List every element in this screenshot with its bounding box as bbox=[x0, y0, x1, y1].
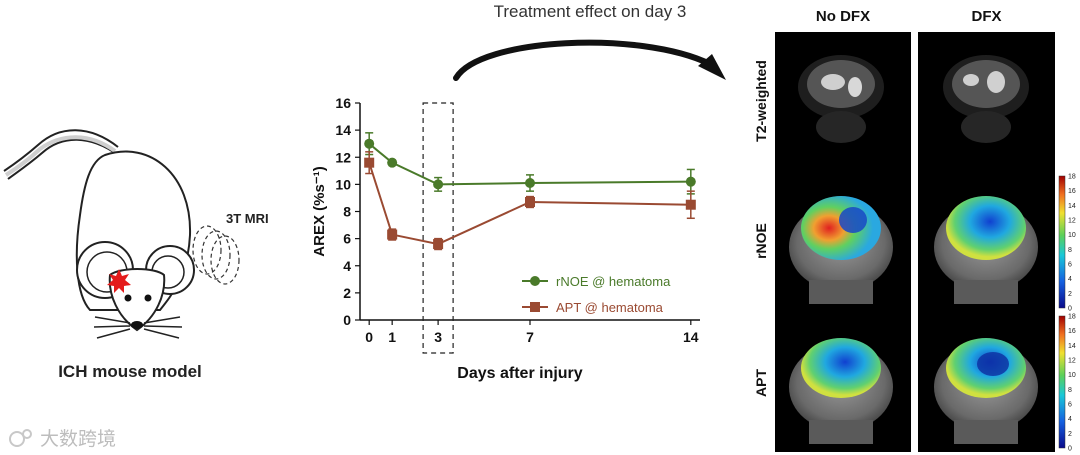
data-point bbox=[525, 178, 535, 189]
colorbar-tick-label: 4 bbox=[1068, 276, 1072, 283]
colorbar-tick-label: 14 bbox=[1068, 203, 1076, 210]
curved-arrow-icon bbox=[453, 39, 726, 81]
row-label-rnoe: rNOE bbox=[753, 223, 769, 259]
colorbar-tick-label: 18 bbox=[1068, 174, 1076, 181]
y-tick-label: 0 bbox=[343, 312, 351, 328]
x-tick-label: 3 bbox=[434, 329, 442, 345]
colorbar-tick-label: 4 bbox=[1068, 416, 1072, 423]
column-header-dfx: DFX bbox=[971, 8, 1002, 25]
legend-marker bbox=[530, 276, 540, 286]
legend-label: rNOE @ hematoma bbox=[556, 274, 671, 289]
mouse-illustration bbox=[3, 129, 240, 339]
colorbar-tick-label: 2 bbox=[1068, 431, 1072, 438]
colorbar-tick-label: 10 bbox=[1068, 232, 1076, 239]
row-label-apt: APT bbox=[753, 369, 769, 397]
data-point bbox=[685, 176, 696, 187]
t2-image-no-dfx bbox=[775, 32, 911, 172]
colorbar-tick-label: 10 bbox=[1068, 372, 1076, 379]
day3-highlight-box bbox=[422, 102, 454, 354]
mri-scanner-label: 3T MRI bbox=[226, 211, 269, 226]
colorbar-tick-label: 8 bbox=[1068, 387, 1072, 394]
colorbar-tick-label: 12 bbox=[1068, 218, 1076, 225]
data-point bbox=[387, 157, 398, 168]
legend-marker bbox=[530, 302, 540, 312]
watermark-text: 大数跨境 bbox=[40, 429, 117, 450]
treatment-effect-title: Treatment effect on day 3 bbox=[493, 2, 687, 21]
y-tick-label: 6 bbox=[343, 231, 351, 247]
colorbar-tick-label: 14 bbox=[1068, 343, 1076, 350]
colorbar-tick-label: 0 bbox=[1068, 306, 1072, 313]
colorbar-tick-label: 6 bbox=[1068, 262, 1072, 269]
colorbar-apt bbox=[1058, 315, 1066, 449]
colorbar-tick-label: 8 bbox=[1068, 247, 1072, 254]
x-tick-label: 1 bbox=[388, 329, 396, 345]
hemorrhage-icon bbox=[107, 269, 131, 293]
colorbar-tick-label: 16 bbox=[1068, 328, 1076, 335]
data-point bbox=[525, 197, 535, 208]
y-tick-label: 4 bbox=[343, 258, 351, 274]
colorbar-tick-label: 16 bbox=[1068, 188, 1076, 195]
mri-image-grid: 0 2 4 6 8 10 12 14 16 18 0 2 4 6 8 10 12 14 16 18 bbox=[775, 32, 1076, 453]
data-point bbox=[433, 179, 444, 190]
x-tick-label: 7 bbox=[526, 329, 534, 345]
row-label-t2-weighted: T2-weighted bbox=[753, 60, 769, 142]
y-tick-label: 2 bbox=[343, 285, 351, 301]
rnoe-map-dfx bbox=[918, 172, 1055, 312]
column-header-no-dfx: No DFX bbox=[815, 8, 871, 25]
watermark: 大数跨境 bbox=[8, 424, 116, 451]
colorbar-tick-label: 12 bbox=[1068, 358, 1076, 365]
rnoe-map-no-dfx bbox=[775, 172, 911, 312]
colorbar-tick-label: 2 bbox=[1068, 291, 1072, 298]
y-tick-label: 16 bbox=[335, 95, 351, 111]
data-point bbox=[364, 157, 375, 168]
data-point bbox=[685, 199, 696, 210]
y-tick-label: 8 bbox=[343, 204, 351, 220]
colorbar-tick-label: 18 bbox=[1068, 314, 1076, 321]
y-axis-title: AREX (%s⁻¹) bbox=[311, 166, 328, 256]
y-tick-label: 10 bbox=[335, 176, 351, 192]
apt-map-no-dfx bbox=[775, 312, 911, 452]
legend-label: APT @ hematoma bbox=[556, 300, 664, 315]
colorbar-rnoe bbox=[1058, 175, 1066, 309]
data-point bbox=[433, 239, 444, 250]
mouse-model-label: ICH mouse model bbox=[58, 362, 202, 381]
x-axis-title: Days after injury bbox=[457, 365, 582, 382]
colorbar-tick-label: 0 bbox=[1068, 446, 1072, 453]
y-tick-label: 14 bbox=[335, 122, 351, 138]
data-point bbox=[364, 138, 375, 149]
apt-map-dfx bbox=[918, 312, 1055, 452]
data-point bbox=[387, 229, 398, 240]
weibo-logo-icon bbox=[9, 428, 32, 447]
x-tick-label: 14 bbox=[683, 329, 699, 345]
colorbar-tick-label: 6 bbox=[1068, 402, 1072, 409]
x-tick-label: 0 bbox=[365, 329, 373, 345]
y-tick-label: 12 bbox=[335, 149, 351, 165]
t2-image-dfx bbox=[918, 32, 1055, 172]
